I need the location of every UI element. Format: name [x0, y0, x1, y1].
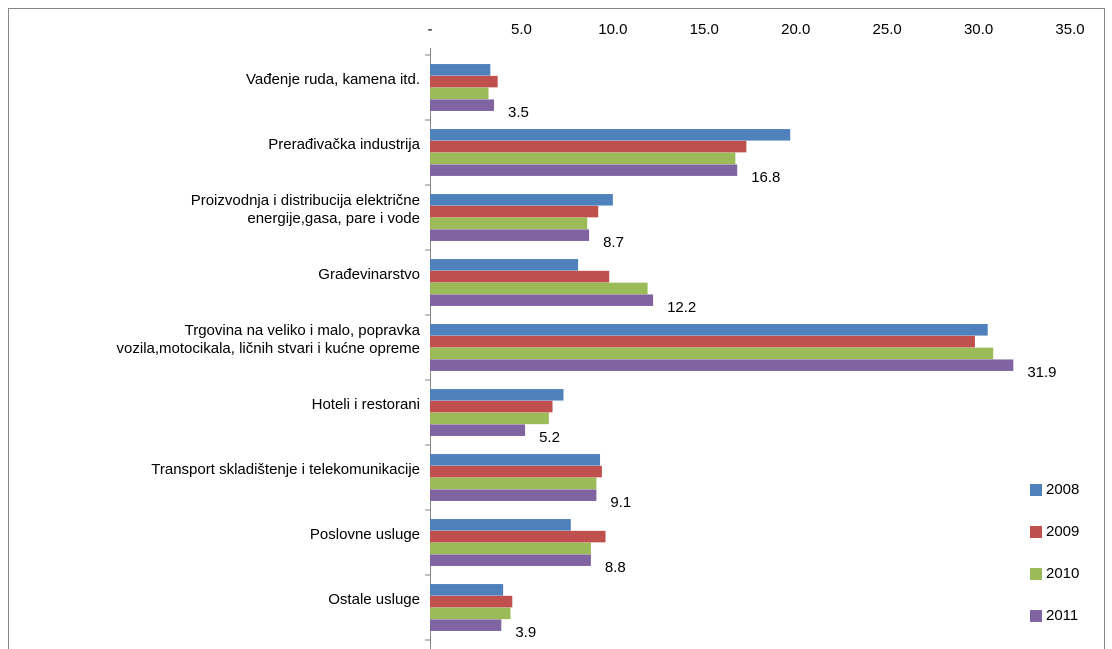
legend-label: 2011	[1046, 607, 1078, 624]
legend-label: 2010	[1046, 565, 1079, 582]
data-label: 8.8	[605, 559, 626, 576]
bar	[430, 194, 613, 206]
x-tick-label: -	[428, 21, 433, 38]
bar	[430, 140, 747, 153]
bar	[430, 75, 498, 88]
bar	[430, 477, 597, 490]
bar	[430, 270, 610, 283]
legend-swatch	[1030, 568, 1042, 580]
legend-swatch	[1030, 610, 1042, 622]
y-tick-label: Hoteli i restorani	[311, 395, 420, 413]
chart-frame	[8, 8, 1105, 649]
data-label: 12.2	[667, 299, 696, 316]
x-tick-label: 20.0	[781, 21, 810, 38]
bar	[430, 389, 564, 401]
x-tick-label: 10.0	[598, 21, 627, 38]
bar	[430, 347, 994, 360]
x-tick-label: 30.0	[964, 21, 993, 38]
bar	[430, 595, 513, 608]
bar	[430, 619, 502, 631]
legend-swatch	[1030, 526, 1042, 538]
bar	[430, 454, 601, 466]
legend-swatch	[1030, 484, 1042, 496]
x-tick-label: 25.0	[873, 21, 902, 38]
bar	[430, 259, 579, 271]
bar	[430, 359, 1014, 371]
bar	[430, 164, 738, 176]
bar	[430, 412, 549, 425]
y-tick-label: Ostale usluge	[328, 590, 420, 608]
bar	[430, 335, 975, 348]
x-tick-label: 5.0	[511, 21, 532, 38]
data-label: 8.7	[603, 234, 624, 251]
bar	[430, 282, 648, 295]
bar	[430, 87, 489, 100]
bar	[430, 129, 791, 141]
bar	[430, 99, 494, 111]
y-tick-label: Proizvodnja i distribucija električne en…	[190, 191, 420, 227]
bar	[430, 64, 491, 76]
bar	[430, 217, 588, 230]
bar	[430, 489, 597, 501]
bar	[430, 530, 606, 543]
y-tick-label: Građevinarstvo	[318, 265, 420, 283]
bar	[430, 554, 591, 566]
bar	[430, 584, 504, 596]
x-tick-label: 15.0	[690, 21, 719, 38]
y-tick-label: Vađenje ruda, kamena itd.	[245, 70, 420, 88]
x-tick-label: 35.0	[1055, 21, 1084, 38]
bar	[430, 400, 553, 413]
bar	[430, 152, 736, 165]
bar	[430, 424, 526, 436]
data-label: 16.8	[751, 169, 780, 186]
bar	[430, 519, 571, 531]
bar	[430, 324, 988, 336]
y-tick-label: Transport skladištenje i telekomunikacij…	[151, 460, 420, 478]
data-label: 31.9	[1027, 364, 1056, 381]
data-label: 3.9	[515, 624, 536, 641]
bar	[430, 465, 602, 478]
bar	[430, 607, 511, 620]
y-tick-label: Poslovne usluge	[309, 525, 420, 543]
legend-label: 2009	[1046, 523, 1079, 540]
legend-label: 2008	[1046, 481, 1079, 498]
data-label: 9.1	[610, 494, 631, 511]
data-label: 5.2	[539, 429, 560, 446]
y-tick-label: Prerađivačka industrija	[268, 135, 420, 153]
bar	[430, 542, 591, 555]
y-tick-label: Trgovina na veliko i malo, popravka vozi…	[116, 321, 420, 357]
bar	[430, 205, 599, 218]
data-label: 3.5	[508, 104, 529, 121]
bar	[430, 294, 654, 306]
bar	[430, 229, 590, 241]
